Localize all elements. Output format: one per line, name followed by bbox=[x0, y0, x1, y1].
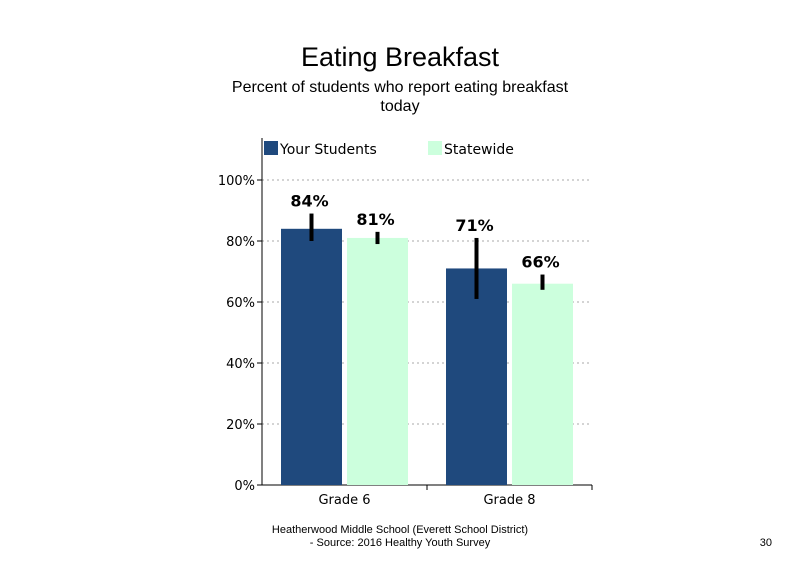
source-footer-line1: Heatherwood Middle School (Everett Schoo… bbox=[271, 524, 529, 536]
bar bbox=[446, 268, 507, 485]
chart-title: Eating Breakfast bbox=[300, 42, 500, 72]
page-number: 30 bbox=[759, 537, 772, 549]
bar bbox=[512, 283, 573, 485]
legend-swatch bbox=[264, 141, 278, 155]
y-tick-label: 60% bbox=[226, 296, 255, 311]
legend-label: Statewide bbox=[444, 142, 514, 158]
data-label: 71% bbox=[455, 216, 493, 235]
bar bbox=[281, 228, 342, 486]
legend-label: Your Students bbox=[279, 142, 377, 158]
y-tick-label: 80% bbox=[226, 235, 255, 250]
data-label: 66% bbox=[521, 253, 559, 272]
source-footer-line2: - Source: 2016 Healthy Youth Survey bbox=[309, 537, 491, 549]
data-label: 81% bbox=[356, 210, 394, 229]
y-tick-label: 0% bbox=[234, 479, 255, 494]
y-tick-label: 40% bbox=[226, 357, 255, 372]
legend-swatch bbox=[428, 141, 442, 155]
x-tick-label: Grade 6 bbox=[318, 493, 370, 508]
source-footer: Heatherwood Middle School (Everett Schoo… bbox=[240, 524, 560, 550]
data-label: 84% bbox=[290, 192, 328, 211]
chart-subtitle: Percent of students who report eating br… bbox=[231, 79, 569, 115]
y-tick-label: 100% bbox=[218, 174, 255, 189]
x-tick-label: Grade 8 bbox=[483, 493, 535, 508]
y-tick-label: 20% bbox=[226, 418, 255, 433]
bar bbox=[347, 237, 408, 485]
